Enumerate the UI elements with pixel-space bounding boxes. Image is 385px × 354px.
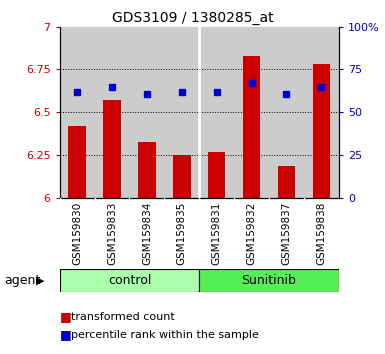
Text: GSM159833: GSM159833: [107, 202, 117, 266]
Bar: [304, 27, 339, 198]
Text: GSM159832: GSM159832: [246, 202, 256, 266]
Bar: [138, 142, 156, 198]
Bar: [269, 27, 304, 198]
Bar: [164, 27, 199, 198]
Text: agent: agent: [4, 274, 40, 287]
Bar: [95, 27, 129, 198]
Text: Sunitinib: Sunitinib: [241, 274, 296, 287]
Text: ▶: ▶: [36, 275, 45, 286]
Text: GSM159831: GSM159831: [212, 202, 222, 266]
Bar: [60, 27, 95, 198]
Text: transformed count: transformed count: [71, 312, 175, 322]
Text: ■: ■: [60, 310, 72, 323]
Text: control: control: [108, 274, 151, 287]
Bar: [173, 155, 191, 198]
Text: percentile rank within the sample: percentile rank within the sample: [71, 330, 259, 339]
Bar: [103, 101, 121, 198]
Bar: [69, 126, 86, 198]
Bar: [278, 166, 295, 198]
Bar: [199, 269, 339, 292]
Text: GSM159837: GSM159837: [281, 202, 291, 266]
Bar: [234, 27, 269, 198]
Text: GDS3109 / 1380285_at: GDS3109 / 1380285_at: [112, 11, 273, 25]
Text: GSM159830: GSM159830: [72, 202, 82, 265]
Bar: [129, 27, 164, 198]
Text: GSM159834: GSM159834: [142, 202, 152, 266]
Bar: [60, 269, 199, 292]
Bar: [243, 56, 260, 198]
Text: GSM159835: GSM159835: [177, 202, 187, 266]
Bar: [199, 27, 234, 198]
Text: GSM159838: GSM159838: [316, 202, 326, 266]
Text: ■: ■: [60, 328, 72, 341]
Bar: [313, 64, 330, 198]
Bar: [208, 152, 225, 198]
